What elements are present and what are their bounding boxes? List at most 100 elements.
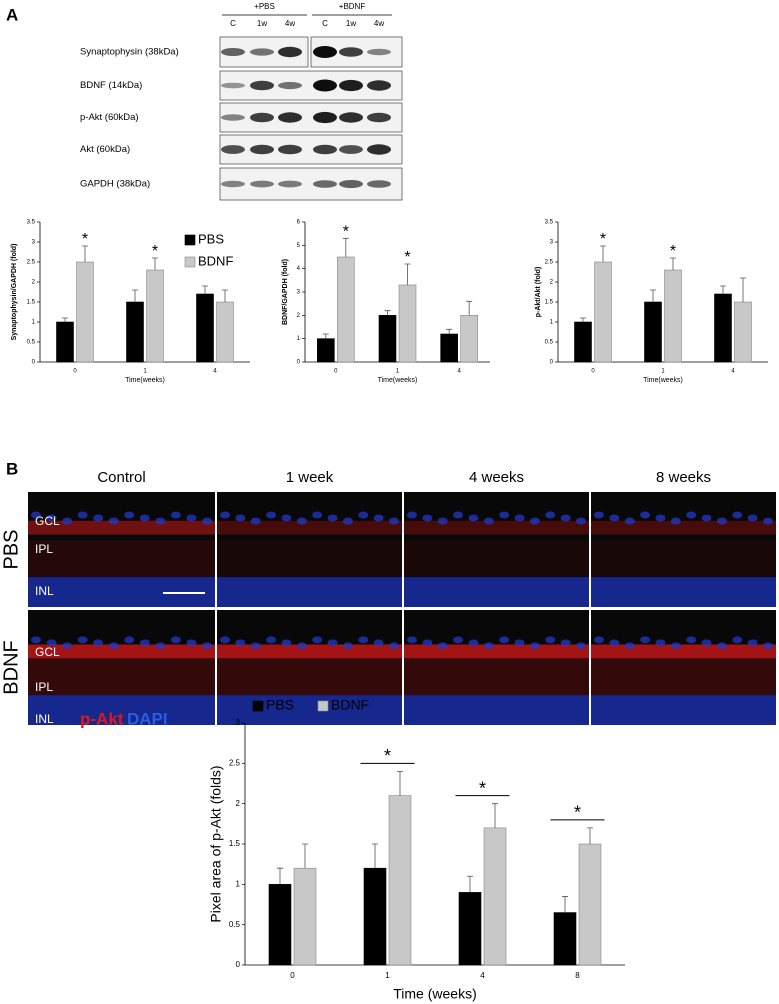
layer-label: GCL (35, 645, 60, 659)
significance: * (670, 243, 676, 260)
bar (126, 301, 144, 363)
bar (56, 321, 74, 363)
blot-band (339, 180, 363, 188)
ipl-layer (217, 658, 402, 696)
nucleus (763, 642, 773, 650)
x-axis-label: Time(weeks) (378, 377, 418, 384)
nucleus (407, 636, 417, 644)
bar (293, 867, 317, 966)
ipl-layer (404, 658, 589, 696)
nucleus (407, 511, 417, 519)
nucleus (250, 642, 261, 650)
ipl-layer (28, 540, 215, 578)
y-tick-label: 5 (297, 243, 301, 249)
nucleus (155, 517, 166, 525)
bar (268, 884, 292, 966)
y-tick-label: 0.5 (229, 920, 241, 929)
nucleus (701, 639, 712, 647)
nucleus (483, 517, 494, 525)
x-tick-label: 4 (457, 369, 461, 375)
nucleus (594, 511, 604, 519)
x-tick-label: 0 (591, 369, 595, 375)
error-bar (650, 289, 656, 302)
error-bar (372, 843, 378, 869)
nucleus (514, 639, 525, 647)
inl-layer (404, 695, 589, 725)
bar (644, 301, 662, 363)
y-tick-label: 1 (32, 320, 36, 326)
bar (734, 301, 752, 363)
y-tick-label: 6 (297, 220, 301, 226)
nucleus (468, 639, 479, 647)
y-tick-label: 1.5 (27, 300, 36, 306)
nucleus (77, 511, 88, 519)
blot-band (221, 82, 245, 89)
legend-label: BDNF (198, 253, 233, 268)
nucleus (389, 517, 399, 525)
blot-band (313, 46, 337, 58)
y-tick-label: 0.5 (545, 340, 554, 346)
nucleus (437, 642, 448, 650)
nucleus (358, 636, 369, 644)
y-tick-label: 4 (297, 266, 301, 272)
nucleus (640, 636, 651, 644)
nucleus (560, 514, 571, 522)
y-tick-label: 3 (32, 240, 36, 246)
nucleus (468, 514, 479, 522)
x-tick-label: 1 (143, 369, 147, 375)
significance: * (600, 231, 606, 248)
y-tick-label: 1 (297, 336, 301, 342)
blot-band (278, 144, 302, 155)
error-bar (466, 300, 473, 316)
blot-band (221, 145, 245, 154)
bar (76, 261, 94, 363)
row-label: BDNF (0, 640, 22, 694)
nucleus (732, 511, 743, 519)
nucleus (670, 517, 681, 525)
nucleus (358, 511, 369, 519)
y-tick-label: 3.5 (27, 220, 36, 226)
blot-row-label: Synaptophysin (38kDa) (80, 47, 179, 58)
nucleus (202, 642, 212, 650)
x-tick-label: 4 (731, 369, 735, 375)
blot-band (221, 180, 245, 188)
blot-lane: 1w (346, 19, 356, 28)
blot-lane: C (322, 19, 328, 28)
y-tick-label: 3 (550, 240, 554, 246)
x-axis-label: Time (weeks) (393, 986, 477, 1002)
y-tick-label: 0 (236, 960, 241, 969)
column-label: Control (97, 469, 145, 486)
blot-band (221, 48, 245, 56)
nucleus (139, 514, 150, 522)
x-tick-label: 1 (385, 971, 390, 980)
nucleus (62, 517, 73, 525)
legend-swatch (184, 256, 196, 268)
nucleus (422, 514, 433, 522)
bar (553, 912, 577, 966)
blot-band (313, 111, 337, 124)
nucleus (545, 636, 556, 644)
nucleus (640, 511, 651, 519)
ipl-layer (591, 540, 776, 578)
y-axis-label: BDNF/GAPDH (fold) (282, 259, 289, 325)
blot-band (250, 112, 274, 123)
nucleus (296, 517, 307, 525)
blot-band (250, 48, 274, 56)
x-axis-label: Time(weeks) (643, 377, 683, 384)
nucleus (342, 517, 353, 525)
gcl-layer (28, 520, 215, 535)
bar (578, 843, 602, 966)
inl-layer (28, 695, 215, 725)
y-tick-label: 0 (297, 360, 301, 366)
stain-label: p-Akt (80, 709, 124, 728)
nucleus (560, 639, 571, 647)
nucleus (576, 517, 586, 525)
nucleus (624, 517, 635, 525)
blot-band (339, 47, 363, 57)
blot-row-label: BDNF (14kDa) (80, 80, 142, 91)
blot-lane: 1w (257, 19, 267, 28)
layer-label: GCL (35, 514, 60, 528)
legend-label: BDNF (331, 697, 369, 713)
legend-swatch (252, 700, 264, 712)
gcl-layer (28, 644, 215, 659)
